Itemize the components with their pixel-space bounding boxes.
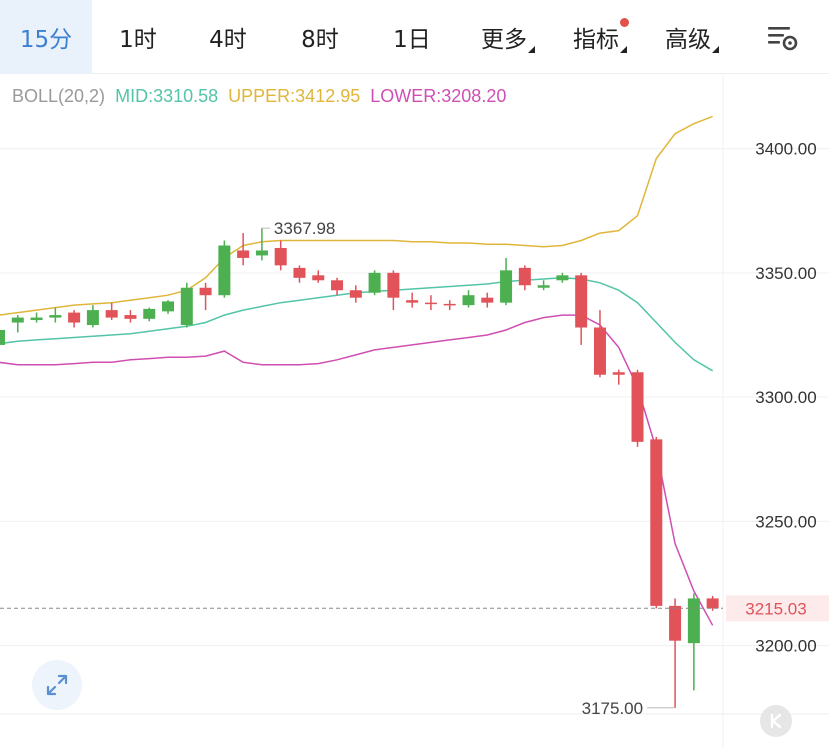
tab-more-label: 更多 xyxy=(481,27,527,53)
jump-latest-icon xyxy=(770,713,782,729)
y-tick-label: 3250.00 xyxy=(755,512,816,531)
low-annotation: 3175.00 xyxy=(582,699,643,718)
candle-body xyxy=(669,605,682,641)
candle-body xyxy=(424,302,437,305)
candle-body xyxy=(406,300,419,303)
candle-body xyxy=(274,247,287,266)
candle-body xyxy=(86,310,99,326)
candle-body xyxy=(556,275,569,281)
candle-body xyxy=(180,287,193,326)
candle-body xyxy=(349,290,362,298)
current-price-label: 3215.03 xyxy=(745,599,806,618)
candle-body xyxy=(575,275,588,328)
tab-more[interactable]: 更多 xyxy=(466,0,542,74)
candle-body xyxy=(68,312,81,323)
candle-body xyxy=(237,250,250,258)
tab-4h-label: 4时 xyxy=(209,27,247,53)
candle-body xyxy=(331,280,344,291)
dropdown-triangle-icon xyxy=(712,46,719,53)
tab-1d-label: 1日 xyxy=(393,27,431,53)
candle-body xyxy=(593,327,606,375)
candle-body xyxy=(0,330,5,345)
candle-body xyxy=(462,295,475,306)
candle-body xyxy=(518,267,531,286)
tab-1d[interactable]: 1日 xyxy=(370,0,454,74)
boll-upper-line xyxy=(0,115,713,316)
tab-1h-label: 1时 xyxy=(119,27,157,53)
candle-body xyxy=(11,317,24,323)
notification-dot xyxy=(620,18,629,27)
expand-chart-button[interactable] xyxy=(32,660,82,710)
candle-body xyxy=(199,287,212,296)
candle-body xyxy=(124,315,137,319)
tab-advanced-label: 高级 xyxy=(665,27,711,53)
candle-body xyxy=(312,275,325,281)
tab-1h[interactable]: 1时 xyxy=(96,0,180,74)
candle-body xyxy=(368,272,381,293)
chart-settings-button[interactable] xyxy=(760,20,804,56)
candle-body xyxy=(687,598,700,644)
jump-latest-button[interactable] xyxy=(760,705,792,737)
candle-body xyxy=(105,310,118,318)
high-annotation: 3367.98 xyxy=(274,219,335,238)
boll-legend-mid: MID:3310.58 xyxy=(115,86,219,106)
y-tick-label: 3200.00 xyxy=(755,637,816,656)
candle-body xyxy=(500,270,513,303)
candle-body xyxy=(631,372,644,442)
dropdown-triangle-icon xyxy=(528,46,535,53)
chart-settings-icon xyxy=(768,27,798,51)
candle-body xyxy=(49,315,62,318)
current-price-tag xyxy=(726,595,829,622)
candle-body xyxy=(218,245,231,296)
candle-body xyxy=(612,372,625,375)
candle-body xyxy=(293,267,306,278)
candle-body xyxy=(255,250,268,256)
y-tick-label: 3400.00 xyxy=(755,140,816,159)
candle-body xyxy=(481,297,494,303)
tab-8h[interactable]: 8时 xyxy=(278,0,362,74)
candle-body xyxy=(650,439,663,606)
y-tick-label: 3350.00 xyxy=(755,264,816,283)
tab-indicators-label: 指标 xyxy=(573,27,619,53)
tab-15m[interactable]: 15分 xyxy=(0,0,92,74)
boll-legend-name: BOLL(20,2) xyxy=(12,86,106,106)
tab-15m-label: 15分 xyxy=(19,27,73,53)
boll-legend-upper: UPPER:3412.95 xyxy=(228,86,361,106)
timeframe-toolbar: 15分 1时 4时 8时 1日 更多 指标 高级 xyxy=(0,0,829,74)
candle-body xyxy=(162,301,175,312)
tab-advanced[interactable]: 高级 xyxy=(650,0,726,74)
candle-body xyxy=(387,272,400,298)
dropdown-triangle-icon xyxy=(620,46,627,53)
expand-icon xyxy=(46,674,68,696)
candle-body xyxy=(537,285,550,288)
tab-indicators[interactable]: 指标 xyxy=(558,0,634,74)
boll-lower-line xyxy=(0,314,714,626)
tab-4h[interactable]: 4时 xyxy=(186,0,270,74)
candle-body xyxy=(706,598,719,609)
candle-body xyxy=(143,308,156,319)
boll-legend: BOLL(20,2) MID:3310.58 UPPER:3412.95 LOW… xyxy=(12,86,511,107)
candle-body xyxy=(30,317,43,321)
candle-body xyxy=(443,303,456,306)
y-tick-label: 3300.00 xyxy=(755,388,816,407)
boll-legend-lower: LOWER:3208.20 xyxy=(370,86,507,106)
tab-8h-label: 8时 xyxy=(301,27,339,53)
